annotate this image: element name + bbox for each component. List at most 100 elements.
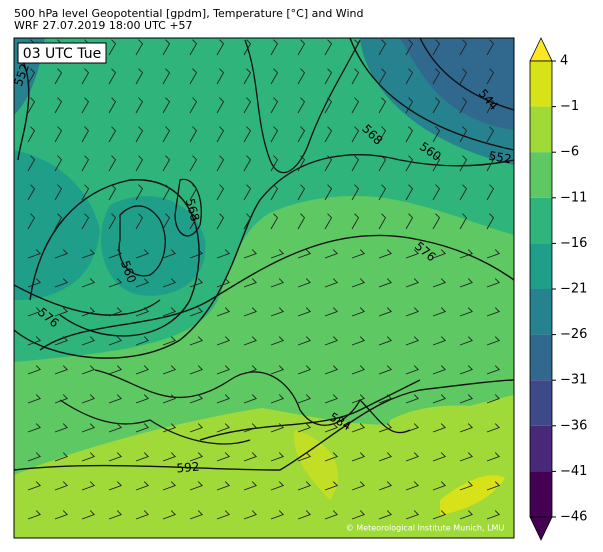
wind-barb (189, 336, 204, 346)
colorbar-over (529, 37, 553, 62)
wind-barb (405, 481, 420, 491)
wind-barb (459, 68, 468, 85)
wind-barb (27, 249, 42, 259)
wind-barb (351, 184, 360, 201)
wind-barb (27, 278, 42, 288)
wind-barb (486, 278, 501, 288)
wind-barb (324, 481, 339, 491)
wind-barb (405, 452, 420, 462)
wind-barb (81, 394, 96, 404)
wind-barb (351, 452, 366, 462)
wind-barb (432, 155, 441, 172)
wind-barb (459, 155, 468, 172)
wind-barb (486, 481, 501, 491)
wind-barb (486, 365, 501, 375)
wind-barb (351, 394, 366, 404)
wind-barb (270, 155, 279, 172)
wind-barb (243, 68, 252, 85)
wind-barb (405, 249, 420, 259)
wind-barb (243, 394, 258, 404)
wind-barb (486, 97, 495, 114)
wind-barb (351, 481, 366, 491)
wind-barb (54, 481, 69, 491)
wind-barb (270, 394, 285, 404)
wind-barb (27, 452, 42, 462)
wind-barb (378, 184, 387, 201)
map-frame (13, 37, 515, 539)
wind-barb (297, 68, 306, 85)
wind-barb (297, 39, 306, 56)
wind-barb (108, 126, 117, 143)
wind-barb (81, 126, 90, 143)
wind-barb (324, 278, 339, 288)
wind-barb (108, 249, 123, 259)
wind-barb (189, 155, 198, 172)
wind-barb (162, 365, 177, 375)
contour-label: 568 (183, 197, 202, 223)
wind-barb (189, 510, 204, 520)
wind-barb (297, 452, 312, 462)
colorbar: 4 −1 −6 −11 −16 −21 −26 −31 −36 −41 −46 (529, 37, 587, 541)
wind-barb (135, 97, 144, 114)
wind-barb (432, 126, 441, 143)
wind-barb (108, 307, 123, 317)
wind-barb (378, 249, 393, 259)
wind-barb (135, 394, 150, 404)
wind-barb (405, 97, 414, 114)
wind-barb (216, 68, 225, 85)
wind-barb (54, 423, 69, 433)
wind-barb (27, 213, 36, 230)
wind-barb (108, 510, 123, 520)
wind-barb (108, 39, 117, 56)
colorbar-tick-label: 4 (560, 54, 568, 69)
wind-barb (432, 213, 441, 230)
wind-barb (405, 39, 414, 56)
wind-barb (243, 184, 252, 201)
wind-barb (324, 184, 333, 201)
wind-barb (351, 249, 366, 259)
wind-barb (81, 307, 96, 317)
wind-barb (108, 68, 117, 85)
wind-barb (108, 97, 117, 114)
wind-barb (324, 365, 339, 375)
map-subtitle: WRF 27.07.2019 18:00 UTC +57 (14, 19, 193, 32)
colorbar-tick-label: −36 (560, 418, 587, 433)
wind-barb (459, 97, 468, 114)
wind-barb (486, 249, 501, 259)
wind-barb (189, 452, 204, 462)
wind-barb (351, 365, 366, 375)
wind-barb (459, 278, 474, 288)
wind-barb (459, 394, 474, 404)
colorbar-tick-label: −46 (560, 510, 587, 525)
wind-barb (54, 68, 63, 85)
wind-barb (486, 184, 495, 201)
wind-barb (81, 452, 96, 462)
wind-barb (135, 278, 150, 288)
wind-barb (81, 184, 90, 201)
wind-barb (189, 278, 204, 288)
wind-barb (405, 307, 420, 317)
wind-barb (54, 184, 63, 201)
wind-barb (162, 336, 177, 346)
wind-barb (216, 336, 231, 346)
wind-barb (216, 307, 231, 317)
wind-barb (459, 184, 468, 201)
wind-barb (405, 155, 414, 172)
wind-barb (486, 307, 501, 317)
wind-barb (189, 97, 198, 114)
wind-barb (432, 307, 447, 317)
wind-barb (270, 126, 279, 143)
wind-barb (270, 481, 285, 491)
wind-barb (297, 97, 306, 114)
wind-barb (378, 510, 393, 520)
wind-barb (297, 278, 312, 288)
colorbar-segment (530, 471, 552, 517)
wind-barb (54, 394, 69, 404)
wind-barb (459, 365, 474, 375)
wind-barb (378, 39, 387, 56)
colorbar-segment (530, 425, 552, 472)
wind-barb (405, 423, 420, 433)
wind-barb (81, 336, 96, 346)
wind-barb (108, 481, 123, 491)
wind-barb (162, 452, 177, 462)
